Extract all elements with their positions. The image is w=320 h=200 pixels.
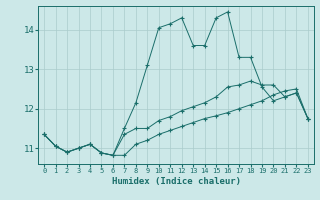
X-axis label: Humidex (Indice chaleur): Humidex (Indice chaleur) [111,177,241,186]
